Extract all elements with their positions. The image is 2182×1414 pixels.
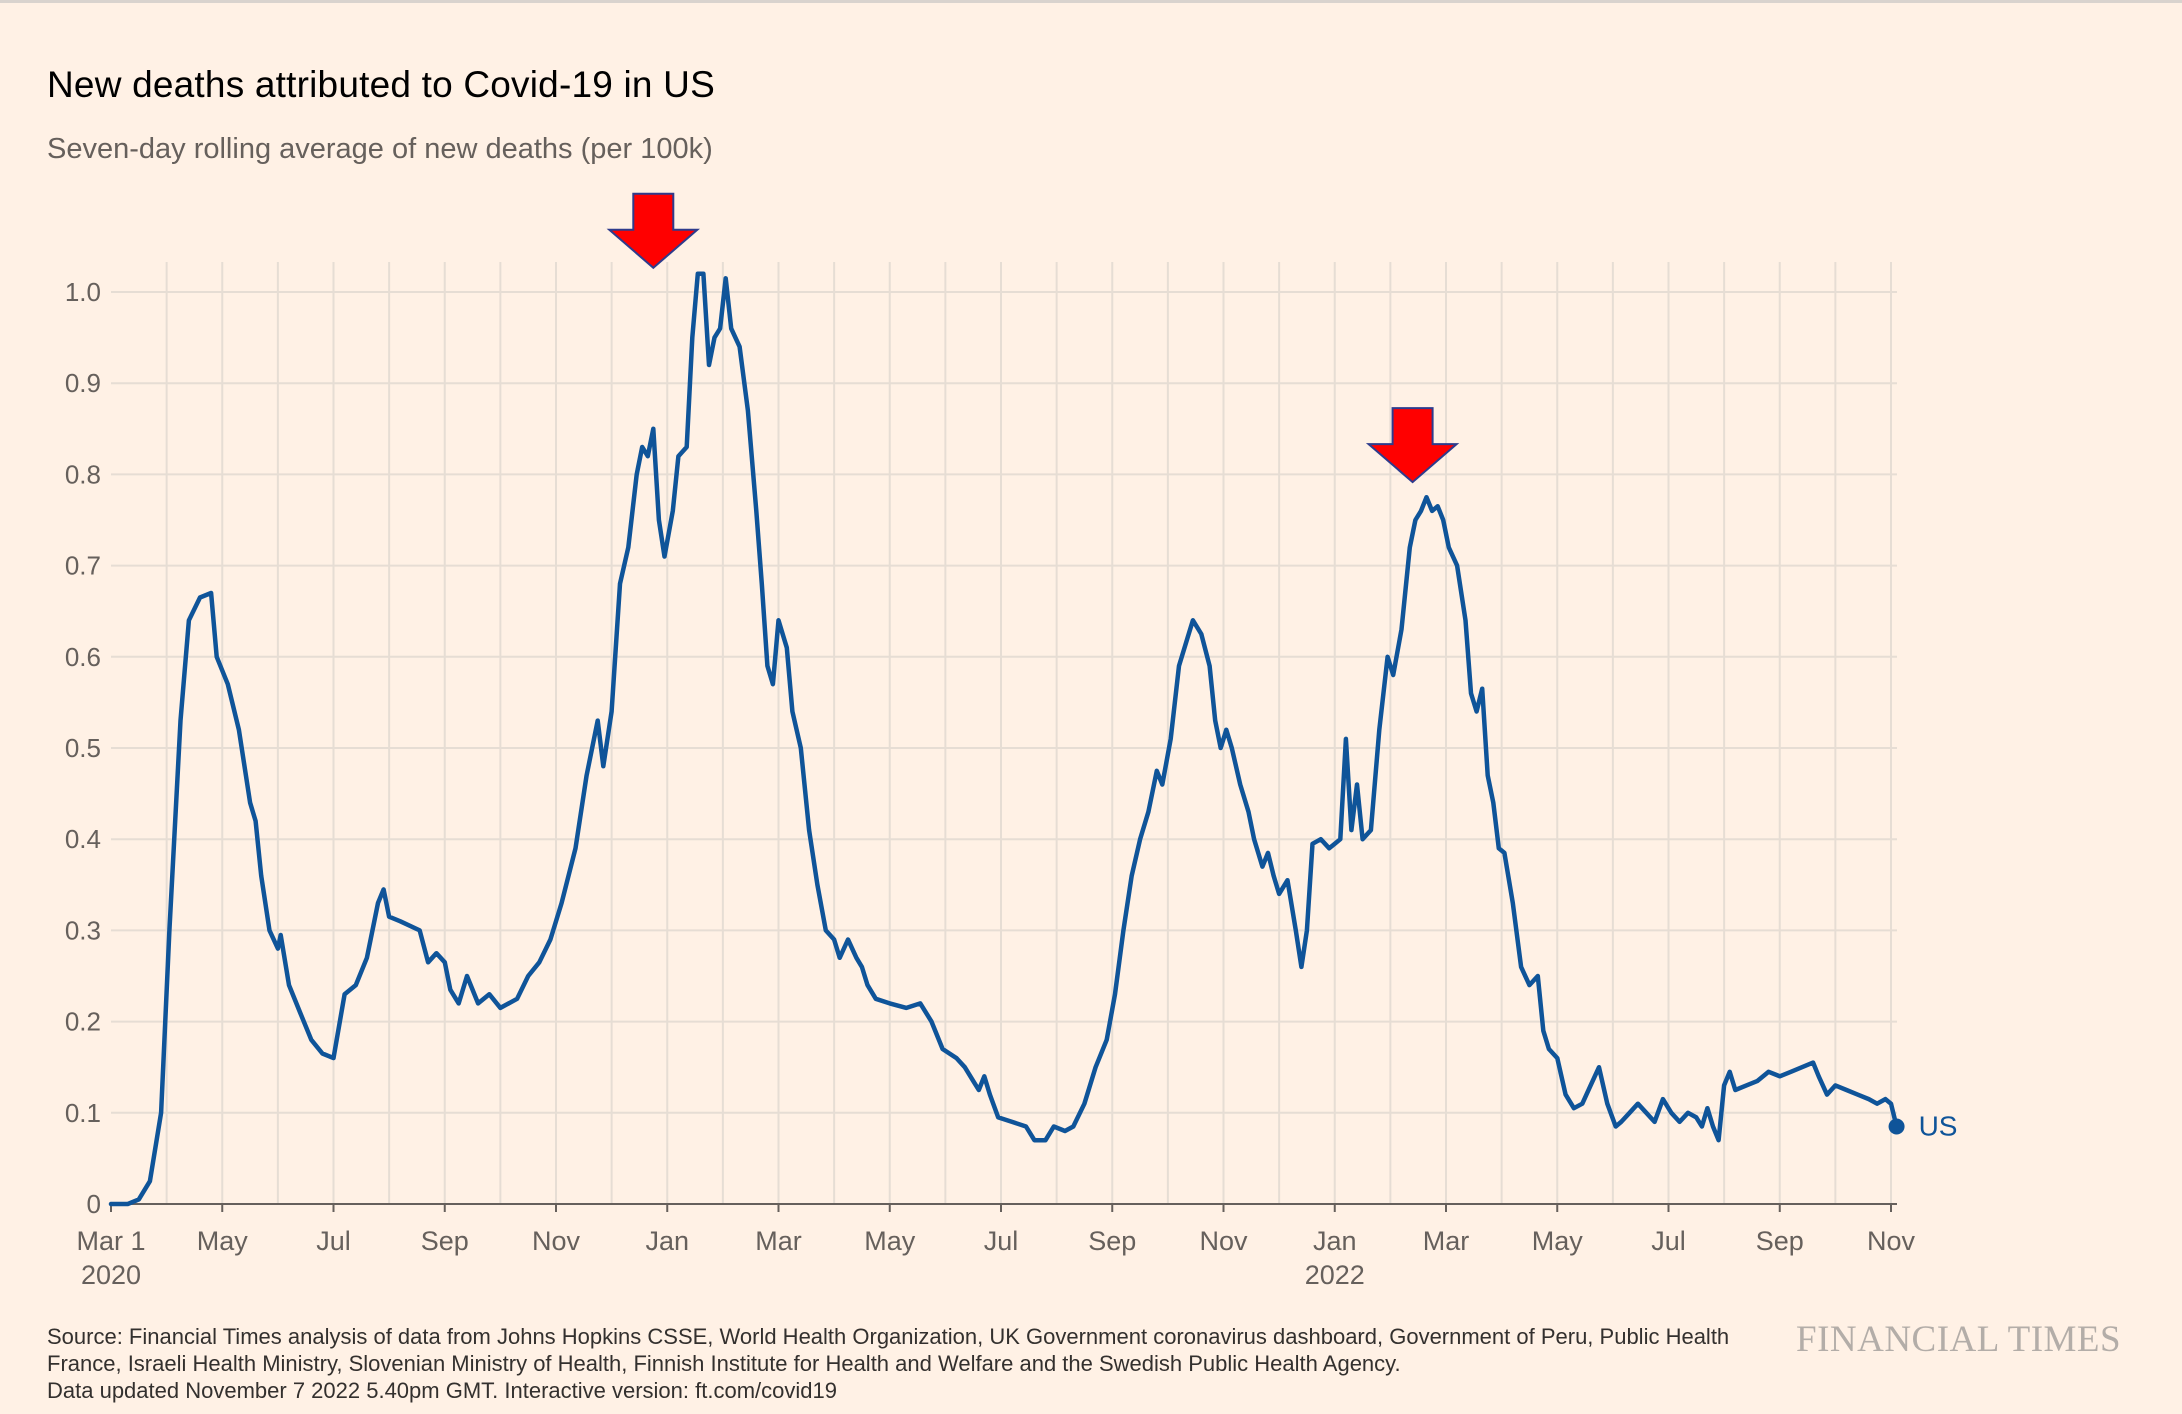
ft-logo: FINANCIAL TIMES [1796, 1319, 2122, 1360]
x-tick-label: Sep [421, 1226, 469, 1256]
chart-title: New deaths attributed to Covid-19 in US [47, 64, 715, 105]
x-tick-label: Jan [645, 1226, 689, 1256]
x-tick-label: Nov [1867, 1226, 1916, 1256]
series-line-us [108, 271, 1899, 1207]
series: US [108, 271, 1958, 1207]
y-tick-label: 0.6 [65, 642, 101, 672]
annotation-arrow [1365, 407, 1460, 484]
y-tick-label: 0.4 [65, 824, 101, 854]
y-tick-label: 0.9 [65, 368, 101, 398]
y-tick-label: 0.7 [65, 551, 101, 581]
x-tick-label: Jul [984, 1226, 1019, 1256]
y-tick-label: 0.5 [65, 733, 101, 763]
x-tick-label: Sep [1088, 1226, 1136, 1256]
x-tick-sublabel: 2020 [81, 1260, 141, 1290]
annotation-arrow [606, 192, 700, 270]
y-tick-label: 1.0 [65, 277, 101, 307]
x-tick-label: Jul [1651, 1226, 1686, 1256]
x-tick-sublabel: 2022 [1305, 1260, 1365, 1290]
x-tick-label: Sep [1756, 1226, 1804, 1256]
x-tick-label: Mar [1423, 1226, 1470, 1256]
series-end-marker [1888, 1118, 1905, 1135]
y-tick-label: 0.2 [65, 1007, 101, 1037]
y-tick-label: 0 [87, 1189, 101, 1219]
top-rule [0, 0, 2182, 3]
y-tick-label: 0.1 [65, 1098, 101, 1128]
x-tick-label: Jul [316, 1226, 351, 1256]
gridlines [111, 262, 1897, 1204]
y-tick-label: 0.8 [65, 459, 101, 489]
source-line-3: Data updated November 7 2022 5.40pm GMT.… [47, 1378, 837, 1403]
x-tick-label: May [1532, 1226, 1584, 1256]
source-note: Source: Financial Times analysis of data… [47, 1323, 1767, 1404]
x-tick-label: Mar 1 [76, 1226, 145, 1256]
x-tick-label: Nov [532, 1226, 581, 1256]
source-line-2: France, Israeli Health Ministry, Sloveni… [47, 1351, 1401, 1376]
axes: 0 0.1 0.2 0.3 0.4 0.5 0.6 0.7 0.8 0.9 1.0 Mar 1 2020… [65, 277, 1916, 1290]
annotations [606, 192, 1460, 484]
x-tick-label: Nov [1199, 1226, 1248, 1256]
chart-subtitle: Seven-day rolling average of new deaths … [47, 133, 713, 165]
series-end-label: US [1919, 1110, 1958, 1141]
x-tick-label: May [197, 1226, 249, 1256]
x-tick-label: Jan [1313, 1226, 1357, 1256]
source-line-1: Source: Financial Times analysis of data… [47, 1324, 1730, 1349]
y-tick-label: 0.3 [65, 915, 101, 945]
x-tick-label: Mar [755, 1226, 802, 1256]
x-tick-label: May [864, 1226, 916, 1256]
